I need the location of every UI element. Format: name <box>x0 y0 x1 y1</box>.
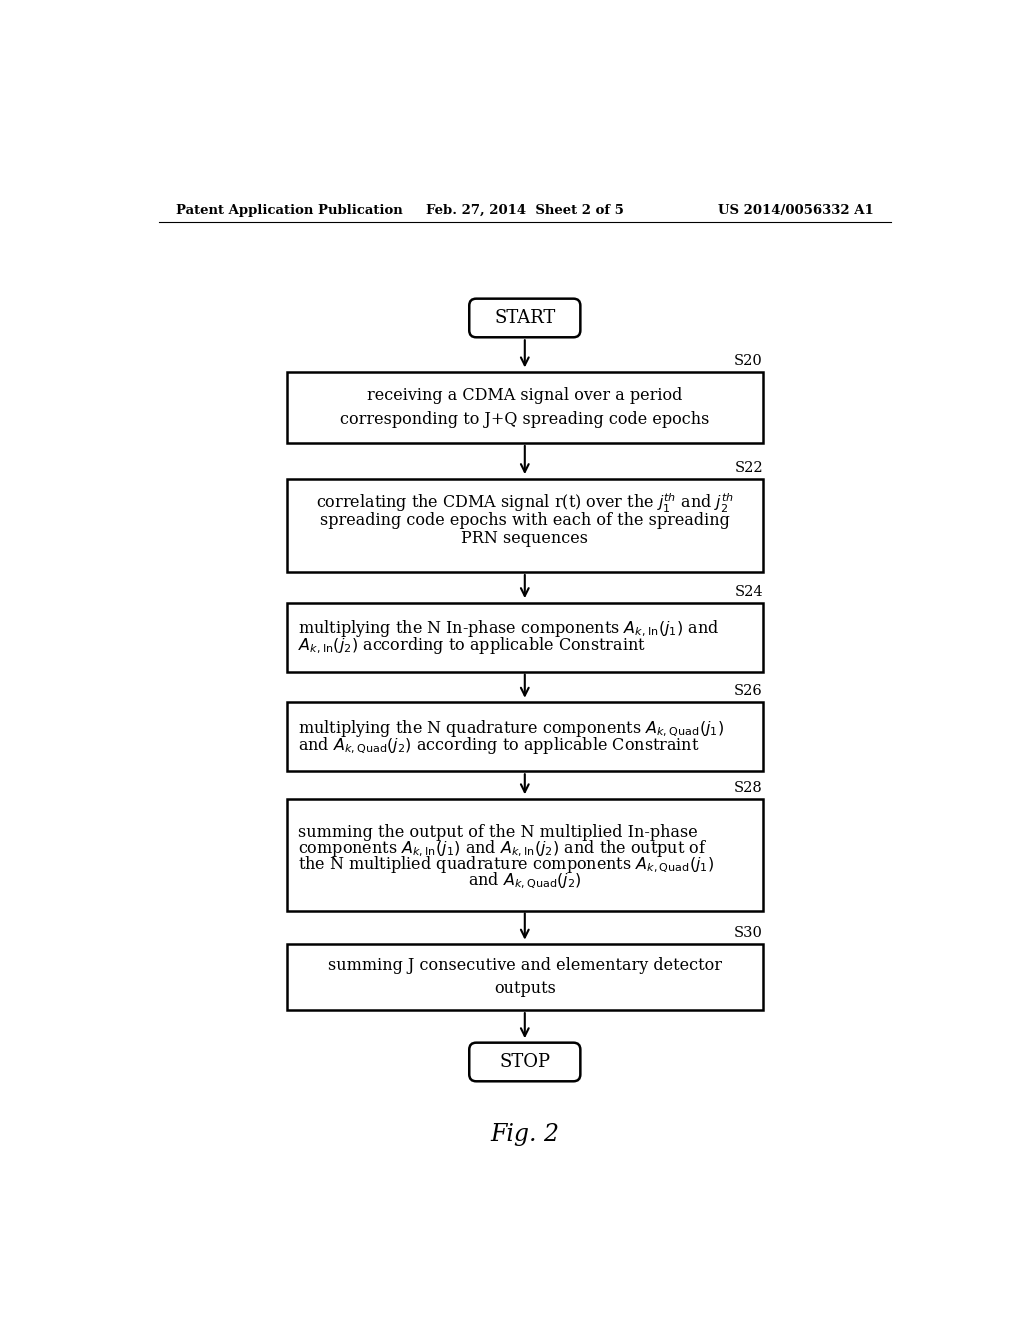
Text: S30: S30 <box>734 927 763 940</box>
Text: summing the output of the N multiplied In-phase: summing the output of the N multiplied I… <box>298 824 697 841</box>
Text: S20: S20 <box>734 354 763 368</box>
Text: US 2014/0056332 A1: US 2014/0056332 A1 <box>718 205 873 218</box>
Bar <box>287 602 763 672</box>
Bar <box>287 372 763 444</box>
Text: receiving a CDMA signal over a period
corresponding to J+Q spreading code epochs: receiving a CDMA signal over a period co… <box>340 387 710 428</box>
Text: Fig. 2: Fig. 2 <box>490 1122 559 1146</box>
Text: multiplying the N In-phase components $A_{k,\mathrm{In}}(j_1)$ and: multiplying the N In-phase components $A… <box>298 618 719 639</box>
Text: STOP: STOP <box>500 1053 550 1071</box>
FancyBboxPatch shape <box>469 1043 581 1081</box>
Bar <box>287 799 763 911</box>
Text: correlating the CDMA signal r(t) over the $j_1^{th}$ and $j_2^{th}$: correlating the CDMA signal r(t) over th… <box>315 492 734 515</box>
Text: spreading code epochs with each of the spreading: spreading code epochs with each of the s… <box>319 512 730 529</box>
Text: Patent Application Publication: Patent Application Publication <box>176 205 402 218</box>
Text: components $A_{k,\mathrm{In}}(j_1)$ and $A_{k,\mathrm{In}}(j_2)$ and the output : components $A_{k,\mathrm{In}}(j_1)$ and … <box>298 838 707 859</box>
Text: S24: S24 <box>734 585 763 599</box>
Bar <box>287 944 763 1010</box>
Text: S22: S22 <box>734 461 763 475</box>
Text: summing J consecutive and elementary detector
outputs: summing J consecutive and elementary det… <box>328 957 722 998</box>
Text: and $A_{k,\mathrm{Quad}}(j_2)$ according to applicable Constraint: and $A_{k,\mathrm{Quad}}(j_2)$ according… <box>298 735 699 755</box>
Text: $A_{k,\mathrm{In}}(j_2)$ according to applicable Constraint: $A_{k,\mathrm{In}}(j_2)$ according to ap… <box>298 635 645 656</box>
Text: multiplying the N quadrature components $A_{k,\mathrm{Quad}}(j_1)$: multiplying the N quadrature components … <box>298 718 724 739</box>
Text: and $A_{k,\mathrm{Quad}}(j_2)$: and $A_{k,\mathrm{Quad}}(j_2)$ <box>468 871 582 891</box>
Text: S28: S28 <box>734 781 763 795</box>
Text: Feb. 27, 2014  Sheet 2 of 5: Feb. 27, 2014 Sheet 2 of 5 <box>426 205 624 218</box>
Text: S26: S26 <box>734 684 763 698</box>
Text: START: START <box>495 309 555 327</box>
Bar <box>287 702 763 771</box>
Text: the N multiplied quadrature components $A_{k,\mathrm{Quad}}(j_1)$: the N multiplied quadrature components $… <box>298 854 714 875</box>
Bar <box>287 479 763 572</box>
FancyBboxPatch shape <box>469 298 581 338</box>
Text: PRN sequences: PRN sequences <box>461 531 589 546</box>
